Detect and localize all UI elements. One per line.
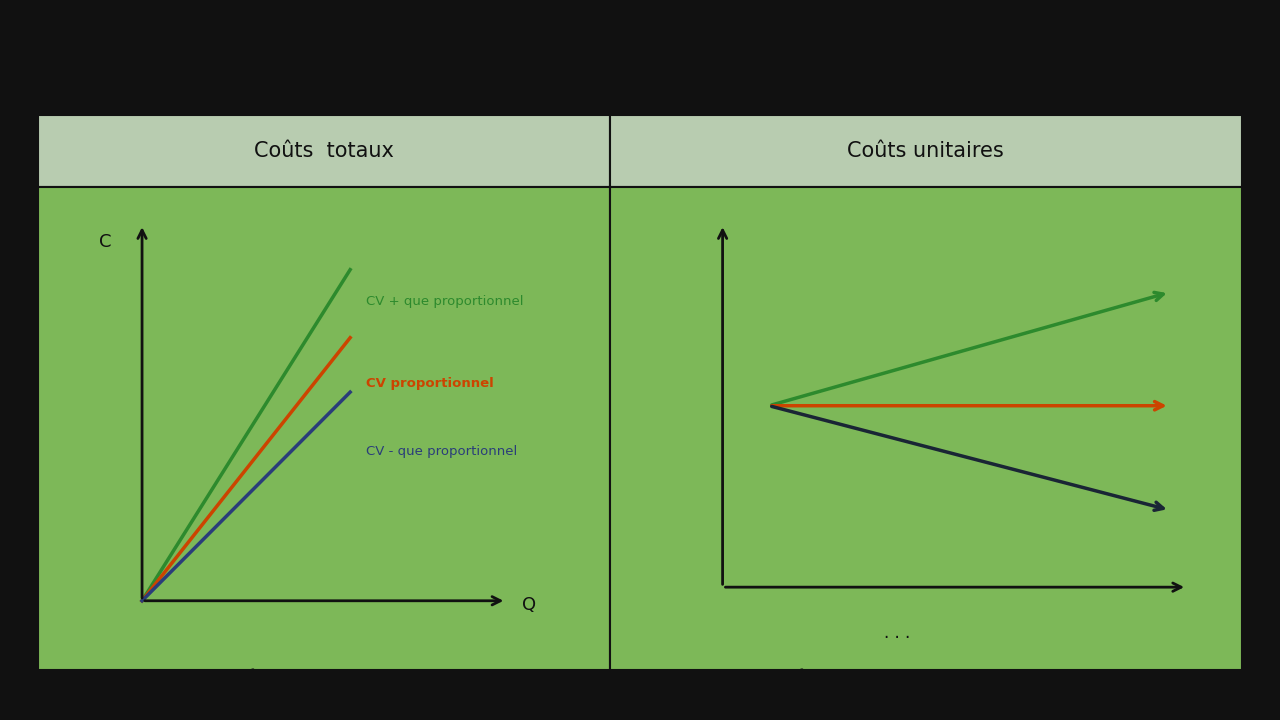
- Text: . . .: . . .: [883, 624, 910, 642]
- Text: CV proportionnel: CV proportionnel: [366, 377, 494, 390]
- Text: Coûts unitaires: Coûts unitaires: [847, 141, 1004, 161]
- Text: CV + que proportionnel: CV + que proportionnel: [366, 295, 524, 308]
- Text: Q: Q: [522, 596, 536, 614]
- Text: CV - que proportionnel: CV - que proportionnel: [366, 444, 517, 458]
- Text: Coûts  totaux: Coûts totaux: [255, 141, 394, 161]
- Text: Pour les coûts variables: Pour les coûts variables: [51, 77, 315, 96]
- Text: C: C: [100, 233, 111, 251]
- Text: Coût variable unitaire (moyen): Coût variable unitaire (moyen): [771, 669, 1082, 688]
- Text: Coûts variables (CV): Coûts variables (CV): [221, 669, 428, 687]
